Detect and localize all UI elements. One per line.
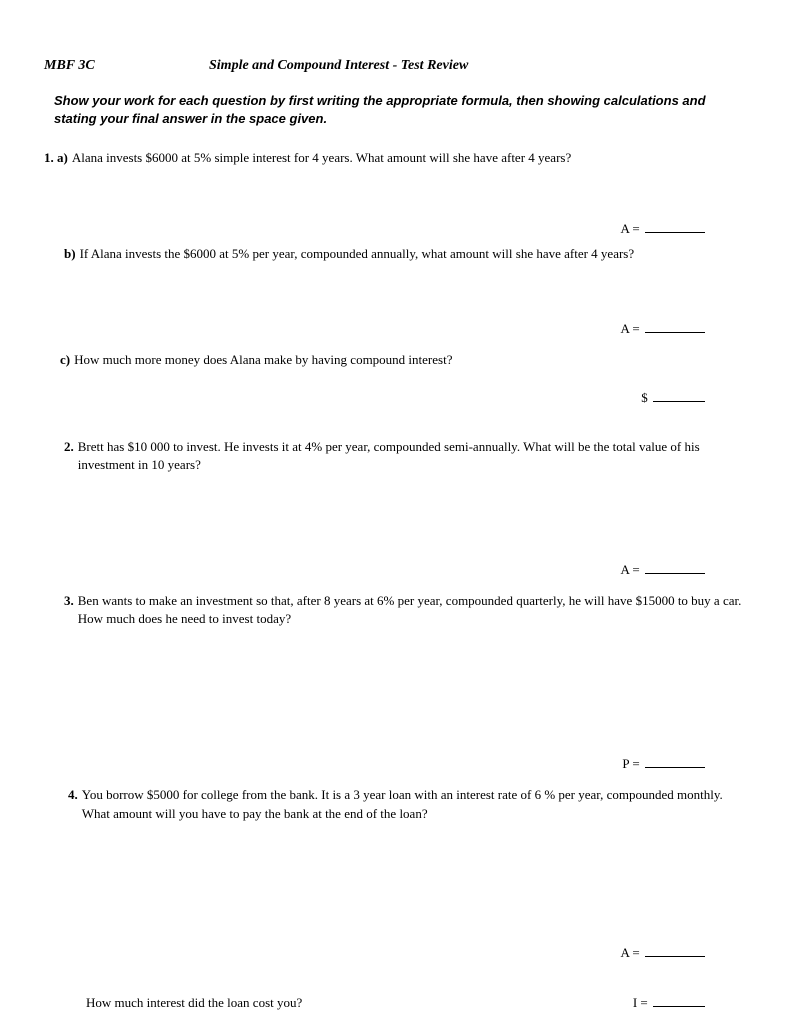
- answer-row-4b: I =: [633, 995, 747, 1011]
- answer-blank: [645, 767, 705, 768]
- answer-label: I =: [633, 995, 648, 1011]
- answer-row-1c: $: [44, 390, 747, 406]
- question-number: 3.: [64, 592, 74, 610]
- course-code: MBF 3C: [44, 58, 209, 74]
- question-number: 1. a): [44, 149, 68, 167]
- question-3: 3. Ben wants to make an investment so th…: [64, 592, 747, 628]
- answer-label: A =: [620, 562, 639, 578]
- question-1c: c) How much more money does Alana make b…: [60, 351, 747, 369]
- question-number: 2.: [64, 438, 74, 456]
- question-text: Alana invests $6000 at 5% simple interes…: [72, 149, 571, 167]
- question-number: 4.: [68, 786, 78, 804]
- answer-blank: [645, 573, 705, 574]
- answer-row-3: P =: [44, 756, 747, 772]
- question-subletter: b): [64, 245, 76, 263]
- answer-row-1a: A =: [44, 221, 747, 237]
- answer-row-2: A =: [44, 562, 747, 578]
- answer-blank: [653, 401, 705, 402]
- question-1b: b) If Alana invests the $6000 at 5% per …: [64, 245, 747, 263]
- answer-blank: [645, 956, 705, 957]
- answer-blank: [645, 332, 705, 333]
- question-2: 2. Brett has $10 000 to invest. He inves…: [64, 438, 747, 474]
- answer-row-1b: A =: [44, 321, 747, 337]
- question-text: How much interest did the loan cost you?: [86, 995, 633, 1011]
- question-4b: How much interest did the loan cost you?…: [86, 995, 747, 1011]
- question-text: How much more money does Alana make by h…: [74, 351, 452, 369]
- answer-label: P =: [622, 756, 639, 772]
- question-1a: 1. a) Alana invests $6000 at 5% simple i…: [44, 149, 747, 167]
- page-header: MBF 3C Simple and Compound Interest - Te…: [44, 58, 747, 74]
- question-text: Ben wants to make an investment so that,…: [78, 592, 747, 628]
- answer-blank: [645, 232, 705, 233]
- answer-label: A =: [620, 321, 639, 337]
- question-text: You borrow $5000 for college from the ba…: [82, 786, 747, 822]
- question-text: If Alana invests the $6000 at 5% per yea…: [80, 245, 635, 263]
- worksheet-title: Simple and Compound Interest - Test Revi…: [209, 58, 468, 74]
- question-text: Brett has $10 000 to invest. He invests …: [78, 438, 743, 474]
- instructions: Show your work for each question by firs…: [54, 92, 747, 127]
- answer-row-4: A =: [44, 945, 747, 961]
- question-subletter: c): [60, 351, 70, 369]
- answer-blank: [653, 1006, 705, 1007]
- answer-label: A =: [620, 945, 639, 961]
- answer-label: $: [641, 390, 648, 406]
- question-4: 4. You borrow $5000 for college from the…: [68, 786, 747, 822]
- answer-label: A =: [620, 221, 639, 237]
